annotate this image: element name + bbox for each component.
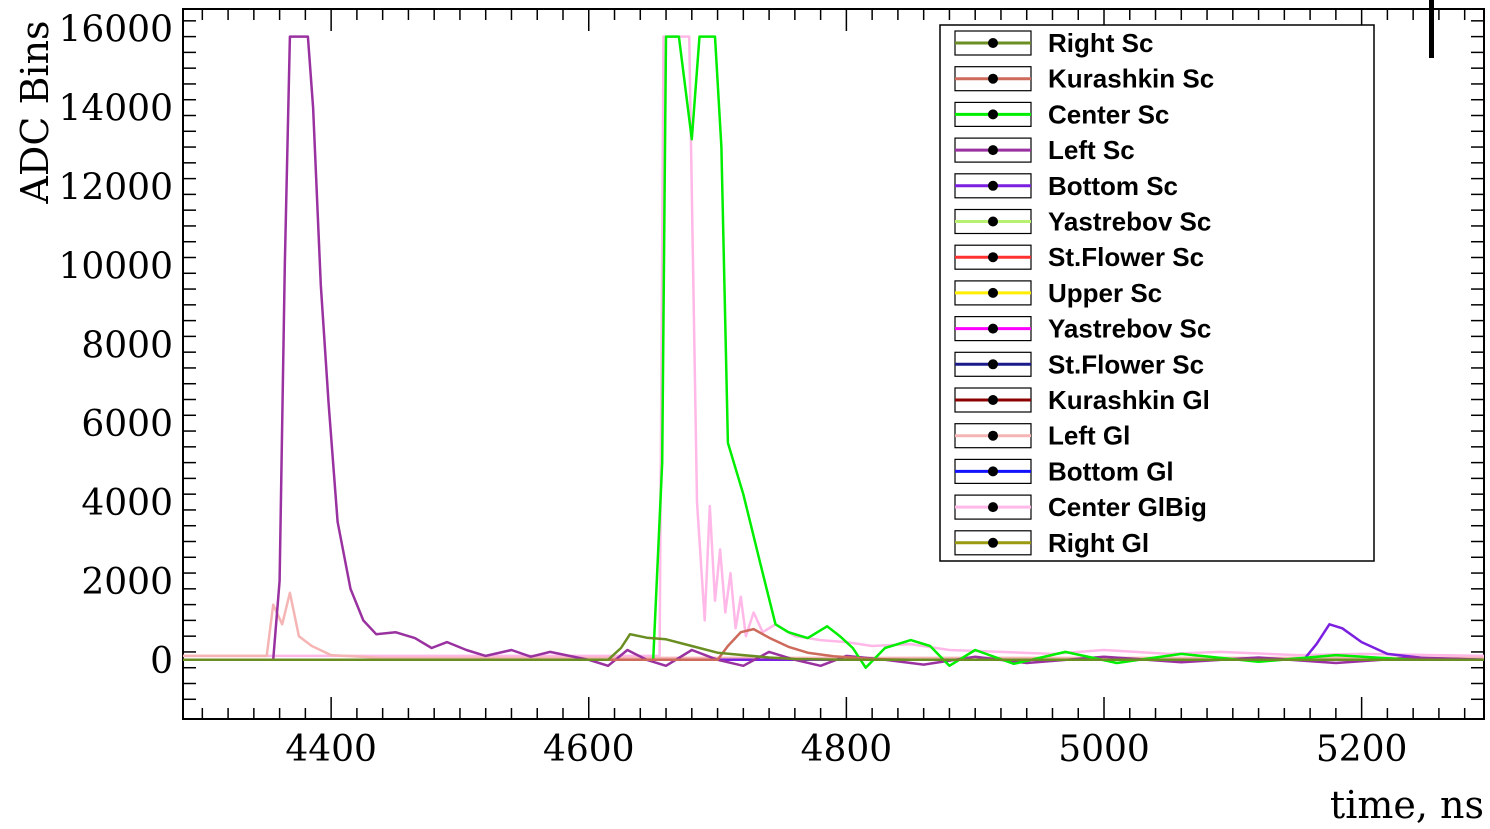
legend-marker [988, 109, 998, 120]
legend-label: Upper Sc [1048, 278, 1162, 308]
y-tick-label: 14000 [58, 89, 173, 130]
y-tick-label: 4000 [81, 483, 173, 524]
y-tick-label: 6000 [81, 404, 173, 445]
legend-marker [988, 395, 998, 405]
legend-marker [988, 430, 998, 441]
x-tick-label: 5200 [1316, 729, 1408, 770]
y-tick-label: 16000 [58, 10, 173, 51]
legend-marker [988, 216, 998, 227]
legend-marker [988, 537, 998, 548]
y-tick-label: 0 [150, 641, 173, 682]
series-line [183, 35, 1484, 669]
axis-tick-labels: 4400 4600 4800 5000 5200 0 2000 4000 6000 8000 100… [58, 10, 1407, 770]
legend-label: Left Gl [1048, 421, 1130, 451]
legend-marker [988, 323, 998, 334]
legend-label: Center GlBig [1048, 492, 1207, 522]
legend-entry: St.Flower Sc [954, 242, 1204, 272]
x-tick-label: 4800 [801, 729, 893, 770]
y-tick-label: 8000 [81, 325, 173, 366]
legend-entry: Left Sc [954, 135, 1135, 165]
legend-label: Right Sc [1048, 28, 1153, 58]
x-tick-label: 5000 [1058, 729, 1150, 770]
legend-label: Center Sc [1048, 99, 1169, 129]
legend-entry: Upper Sc [954, 278, 1162, 308]
series-lines [183, 35, 1485, 669]
legend-label: St.Flower Sc [1048, 349, 1204, 379]
plot-frame [182, 8, 1485, 720]
legend-label: Bottom Sc [1048, 171, 1178, 201]
legend-marker [988, 287, 998, 298]
legend: Right Sc Kurashkin Sc Center Sc Left Sc Bott… [939, 24, 1375, 562]
legend-entry: Kurashkin Gl [954, 385, 1210, 415]
legend-entry: Center Sc [954, 99, 1169, 129]
legend-entry: Kurashkin Sc [954, 64, 1214, 94]
x-tick-label: 4600 [543, 729, 635, 770]
legend-entry: Yastrebov Sc [954, 207, 1211, 237]
legend-label: Yastrebov Sc [1048, 314, 1211, 344]
legend-entry: St.Flower Sc [954, 349, 1204, 379]
y-tick-label: 2000 [81, 562, 173, 603]
stat-marker [1429, 0, 1434, 58]
legend-marker [988, 73, 998, 84]
legend-label: St.Flower Sc [1048, 242, 1204, 272]
legend-entry: Center GlBig [954, 492, 1207, 522]
legend-entry: Left Gl [954, 421, 1130, 451]
legend-label: Kurashkin Gl [1048, 385, 1210, 415]
series-line [183, 591, 1484, 660]
legend-marker [988, 466, 998, 477]
legend-marker [988, 180, 998, 191]
legend-entry: Bottom Sc [954, 171, 1178, 201]
legend-marker [988, 359, 998, 370]
legend-entry: Bottom Gl [954, 456, 1174, 486]
legend-marker [988, 252, 998, 263]
series-line [183, 632, 1484, 662]
legend-label: Bottom Gl [1048, 456, 1174, 486]
axis-ticks [183, 9, 1484, 719]
series-line [183, 35, 1485, 658]
legend-label: Kurashkin Sc [1048, 64, 1214, 94]
legend-entry: Right Sc [954, 28, 1153, 58]
legend-entry: Right Gl [954, 528, 1149, 558]
x-tick-label: 4400 [285, 729, 377, 770]
y-tick-label: 10000 [58, 246, 173, 287]
legend-marker [988, 38, 998, 48]
x-axis-title: time, ns [1330, 783, 1484, 827]
y-axis-title: ADC Bins [13, 20, 57, 204]
legend-label: Left Sc [1048, 135, 1135, 165]
y-tick-label: 12000 [58, 168, 173, 209]
legend-label: Yastrebov Sc [1048, 207, 1211, 237]
legend-entry: Yastrebov Sc [954, 314, 1211, 344]
legend-marker [988, 145, 998, 156]
legend-label: Right Gl [1048, 528, 1149, 558]
legend-marker [988, 502, 998, 513]
